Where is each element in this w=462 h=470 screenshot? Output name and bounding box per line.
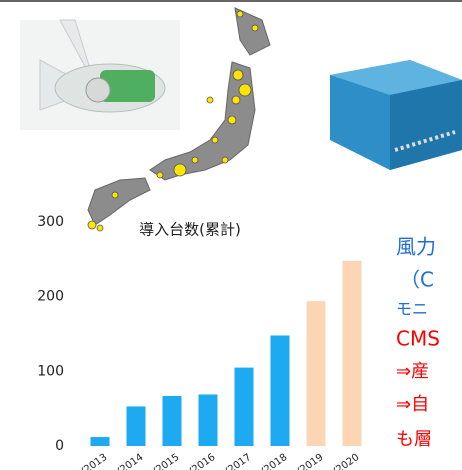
y-tick-label: 300 [37, 214, 64, 230]
bar [342, 260, 362, 446]
x-tick-label: FY2016 [181, 452, 218, 470]
x-tick-label: FY2014 [109, 452, 146, 470]
y-tick-label: 0 [55, 438, 64, 454]
x-tick-label: FY2017 [217, 452, 254, 470]
side-text: CMS [396, 327, 440, 351]
y-tick-label: 200 [37, 289, 64, 305]
x-tick-label: -FY2013 [70, 452, 110, 470]
x-tick-label: FY2020 [325, 452, 362, 470]
chart-title: 導入台数(累計) [139, 221, 241, 239]
bar [126, 406, 146, 446]
side-text: ⇒自 [396, 394, 429, 415]
y-tick-label: 100 [37, 363, 64, 379]
side-text: も層 [396, 429, 432, 450]
bar [234, 367, 254, 446]
x-tick-label: FY2018 [253, 452, 290, 470]
side-text: 風力 [396, 235, 436, 259]
side-text: モニ [396, 300, 428, 319]
x-tick-label: FY2019 [289, 452, 326, 470]
bar [306, 301, 326, 446]
bar [162, 395, 182, 446]
side-text: （C [400, 268, 434, 292]
turbine-photo [20, 19, 180, 130]
bar [198, 394, 218, 446]
bar [90, 437, 110, 446]
japan-map [87, 7, 271, 232]
x-tick-label: FY2015 [145, 452, 182, 470]
side-text: ⇒産 [396, 361, 429, 382]
bar [270, 335, 290, 446]
device-photo [330, 60, 462, 170]
